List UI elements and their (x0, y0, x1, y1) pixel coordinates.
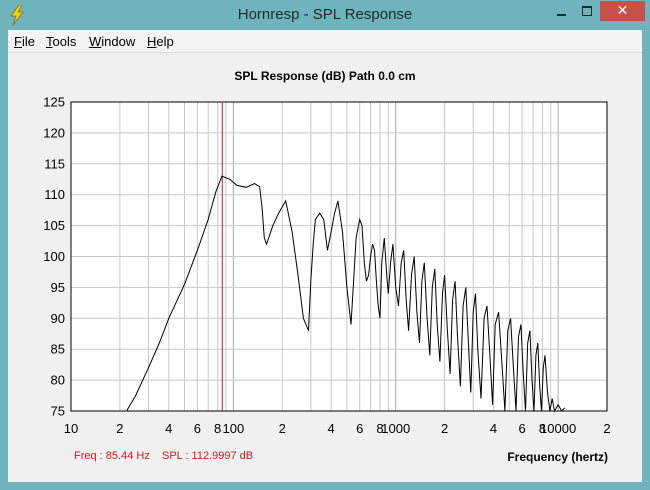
close-icon: ✕ (616, 2, 629, 18)
y-tick-label: 75 (51, 404, 65, 419)
x-tick-label: 2 (116, 421, 123, 436)
x-tick-label: 2 (603, 421, 610, 436)
minimize-icon (557, 14, 566, 16)
y-tick-label: 85 (51, 342, 65, 357)
x-axis-title: Frequency (hertz) (507, 450, 608, 464)
menu-tools[interactable]: Tools (46, 34, 77, 49)
y-tick-label: 110 (44, 187, 65, 202)
maximize-icon (582, 6, 592, 16)
x-tick-label: 2 (441, 421, 448, 436)
menu-help[interactable]: Help (147, 34, 174, 49)
menu-bar: File Tools Window Help (8, 30, 642, 52)
close-button[interactable]: ✕ (600, 1, 645, 21)
x-tick-label: 4 (490, 421, 497, 436)
minimize-button[interactable] (548, 1, 574, 21)
x-tick-label: 2 (279, 421, 286, 436)
y-tick-label: 80 (51, 373, 65, 388)
maximize-button[interactable] (574, 1, 600, 21)
lightning-bolt-icon (8, 4, 26, 26)
x-tick-label: 10000 (540, 421, 576, 436)
y-tick-label: 90 (51, 311, 65, 326)
status-spl: SPL : 112.9997 dB (162, 450, 254, 462)
x-tick-label: 4 (165, 421, 172, 436)
x-tick-label: 6 (356, 421, 363, 436)
y-tick-label: 115 (44, 156, 65, 171)
y-tick-label: 105 (43, 218, 65, 233)
x-tick-label: 6 (194, 421, 201, 436)
chart-title: SPL Response (dB) Path 0.0 cm (234, 69, 416, 83)
window-title: Hornresp - SPL Response (237, 6, 413, 23)
y-tick-label: 120 (43, 125, 65, 140)
title-bar[interactable]: Hornresp - SPL Response ✕ (0, 0, 650, 30)
plot-frame (70, 101, 608, 412)
menu-window[interactable]: Window (89, 34, 136, 49)
menu-divider (8, 52, 642, 53)
client-area: File Tools Window Help SPL Response (dB)… (8, 30, 642, 482)
x-tick-label: 4 (328, 421, 335, 436)
x-tick-label: 8 (539, 421, 546, 436)
menu-file[interactable]: File (14, 34, 35, 49)
spl-trace (126, 175, 566, 413)
x-tick-label: 1000 (381, 421, 410, 436)
x-tick-label: 6 (518, 421, 525, 436)
x-tick-label: 10 (64, 421, 78, 436)
status-frequency: Freq : 85.44 Hz (74, 450, 150, 462)
x-tick-label: 8 (214, 421, 221, 436)
y-tick-label: 95 (51, 280, 65, 295)
x-tick-label: 100 (223, 421, 245, 436)
x-tick-label: 8 (376, 421, 383, 436)
y-tick-label: 100 (43, 249, 65, 264)
y-tick-label: 125 (43, 95, 65, 110)
